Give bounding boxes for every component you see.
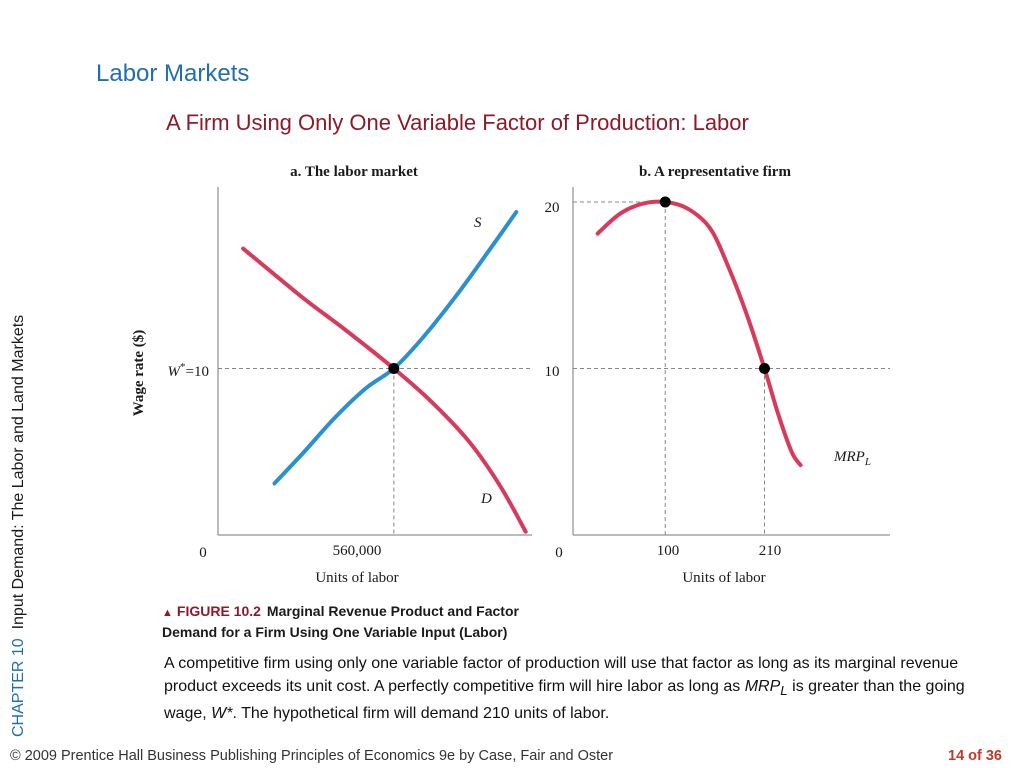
panel-a-origin-label: 0 [199, 545, 207, 561]
panel-a-title: a. The labor market [290, 164, 418, 180]
demand-curve [241, 246, 528, 534]
mrp-label: MRPL [833, 449, 871, 468]
mrp-wage-point [758, 363, 770, 374]
chapter-number: CHAPTER 10 [10, 638, 27, 737]
panel-b-y-tick-20: 20 [545, 200, 560, 216]
panel-a-x-axis-label: Units of labor [315, 570, 398, 586]
figure-number: FIGURE 10.2 [176, 603, 261, 619]
supply-label: S [474, 215, 482, 231]
slide-title: Labor Markets [96, 60, 250, 87]
panel-b-x-tick-100: 100 [657, 543, 680, 559]
footer-copyright: © 2009 Prentice Hall Business Publishing… [10, 748, 614, 764]
supply-curve [272, 210, 519, 486]
panel-b-x-axis-label: Units of labor [682, 570, 765, 586]
panel-a-x-tick-label: 560,000 [333, 543, 382, 559]
panel-b-title: b. A representative firm [639, 164, 791, 180]
figure-caption: ▲ FIGURE 10.2 Marginal Revenue Product and… [162, 602, 722, 642]
equilibrium-point [388, 363, 400, 374]
panel-a-y-axis-label: Wage rate ($) [131, 330, 147, 417]
caption-title-line2: Demand for a Firm Using One Variable Inp… [162, 624, 508, 640]
slide-subtitle: A Firm Using Only One Variable Factor of… [166, 110, 749, 135]
mrp-curve [595, 199, 803, 468]
footer: © 2009 Prentice Hall Business Publishing… [0, 744, 1024, 768]
caption-triangle-icon: ▲ [162, 607, 173, 619]
panel-b-y-tick-10: 10 [545, 364, 560, 380]
panel-b: b. A representative firm 20 10 0 100 210… [545, 164, 890, 586]
figure-10-2: a. The labor market S D W*=10 Wage rate … [131, 164, 890, 586]
mrp-max-point [659, 196, 671, 208]
panel-b-origin-label: 0 [555, 545, 563, 561]
page-number: 14 of 36 [948, 748, 1002, 764]
caption-title-line1: Marginal Revenue Product and Factor [266, 603, 519, 619]
panel-a: a. The labor market S D W*=10 Wage rate … [131, 164, 532, 586]
panel-b-x-tick-210: 210 [759, 543, 782, 559]
panel-a-y-tick-wstar: W*=10 [168, 361, 209, 380]
figure-description: A competitive firm using only one variab… [164, 655, 965, 723]
demand-label: D [480, 491, 492, 507]
